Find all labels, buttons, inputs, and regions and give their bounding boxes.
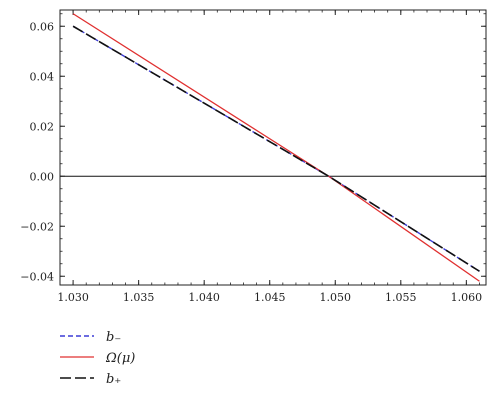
- x-tick-label: 1.050: [320, 291, 352, 304]
- x-tick-label: 1.035: [123, 291, 155, 304]
- legend-label-1: Ω(μ): [105, 351, 135, 366]
- legend: b₋ Ω(μ) b₊: [60, 330, 135, 387]
- y-tick-label: −0.04: [20, 270, 54, 283]
- series-line-2: [72, 25, 480, 272]
- y-tick-label: 0.00: [30, 170, 55, 183]
- x-tick-label: 1.040: [188, 291, 220, 304]
- x-tick-label: 1.045: [254, 291, 286, 304]
- y-tick-label: −0.02: [20, 220, 54, 233]
- legend-label-0: b₋: [106, 330, 121, 345]
- y-tick-label: 0.04: [30, 70, 55, 83]
- x-tick-label: 1.055: [385, 291, 417, 304]
- series-line-0: [72, 25, 480, 272]
- plot-frame: [59, 9, 487, 286]
- x-tick-label: 1.030: [57, 291, 89, 304]
- plot-area: 1.030 1.035 1.040 1.045 1.050 1.055 1.060 0.06 0…: [20, 9, 487, 304]
- x-tick-label: 1.060: [451, 291, 483, 304]
- legend-label-2: b₊: [106, 372, 121, 387]
- series-line-1: [72, 13, 480, 282]
- y-tick-label: 0.02: [30, 120, 55, 133]
- y-tick-label: 0.06: [30, 20, 55, 33]
